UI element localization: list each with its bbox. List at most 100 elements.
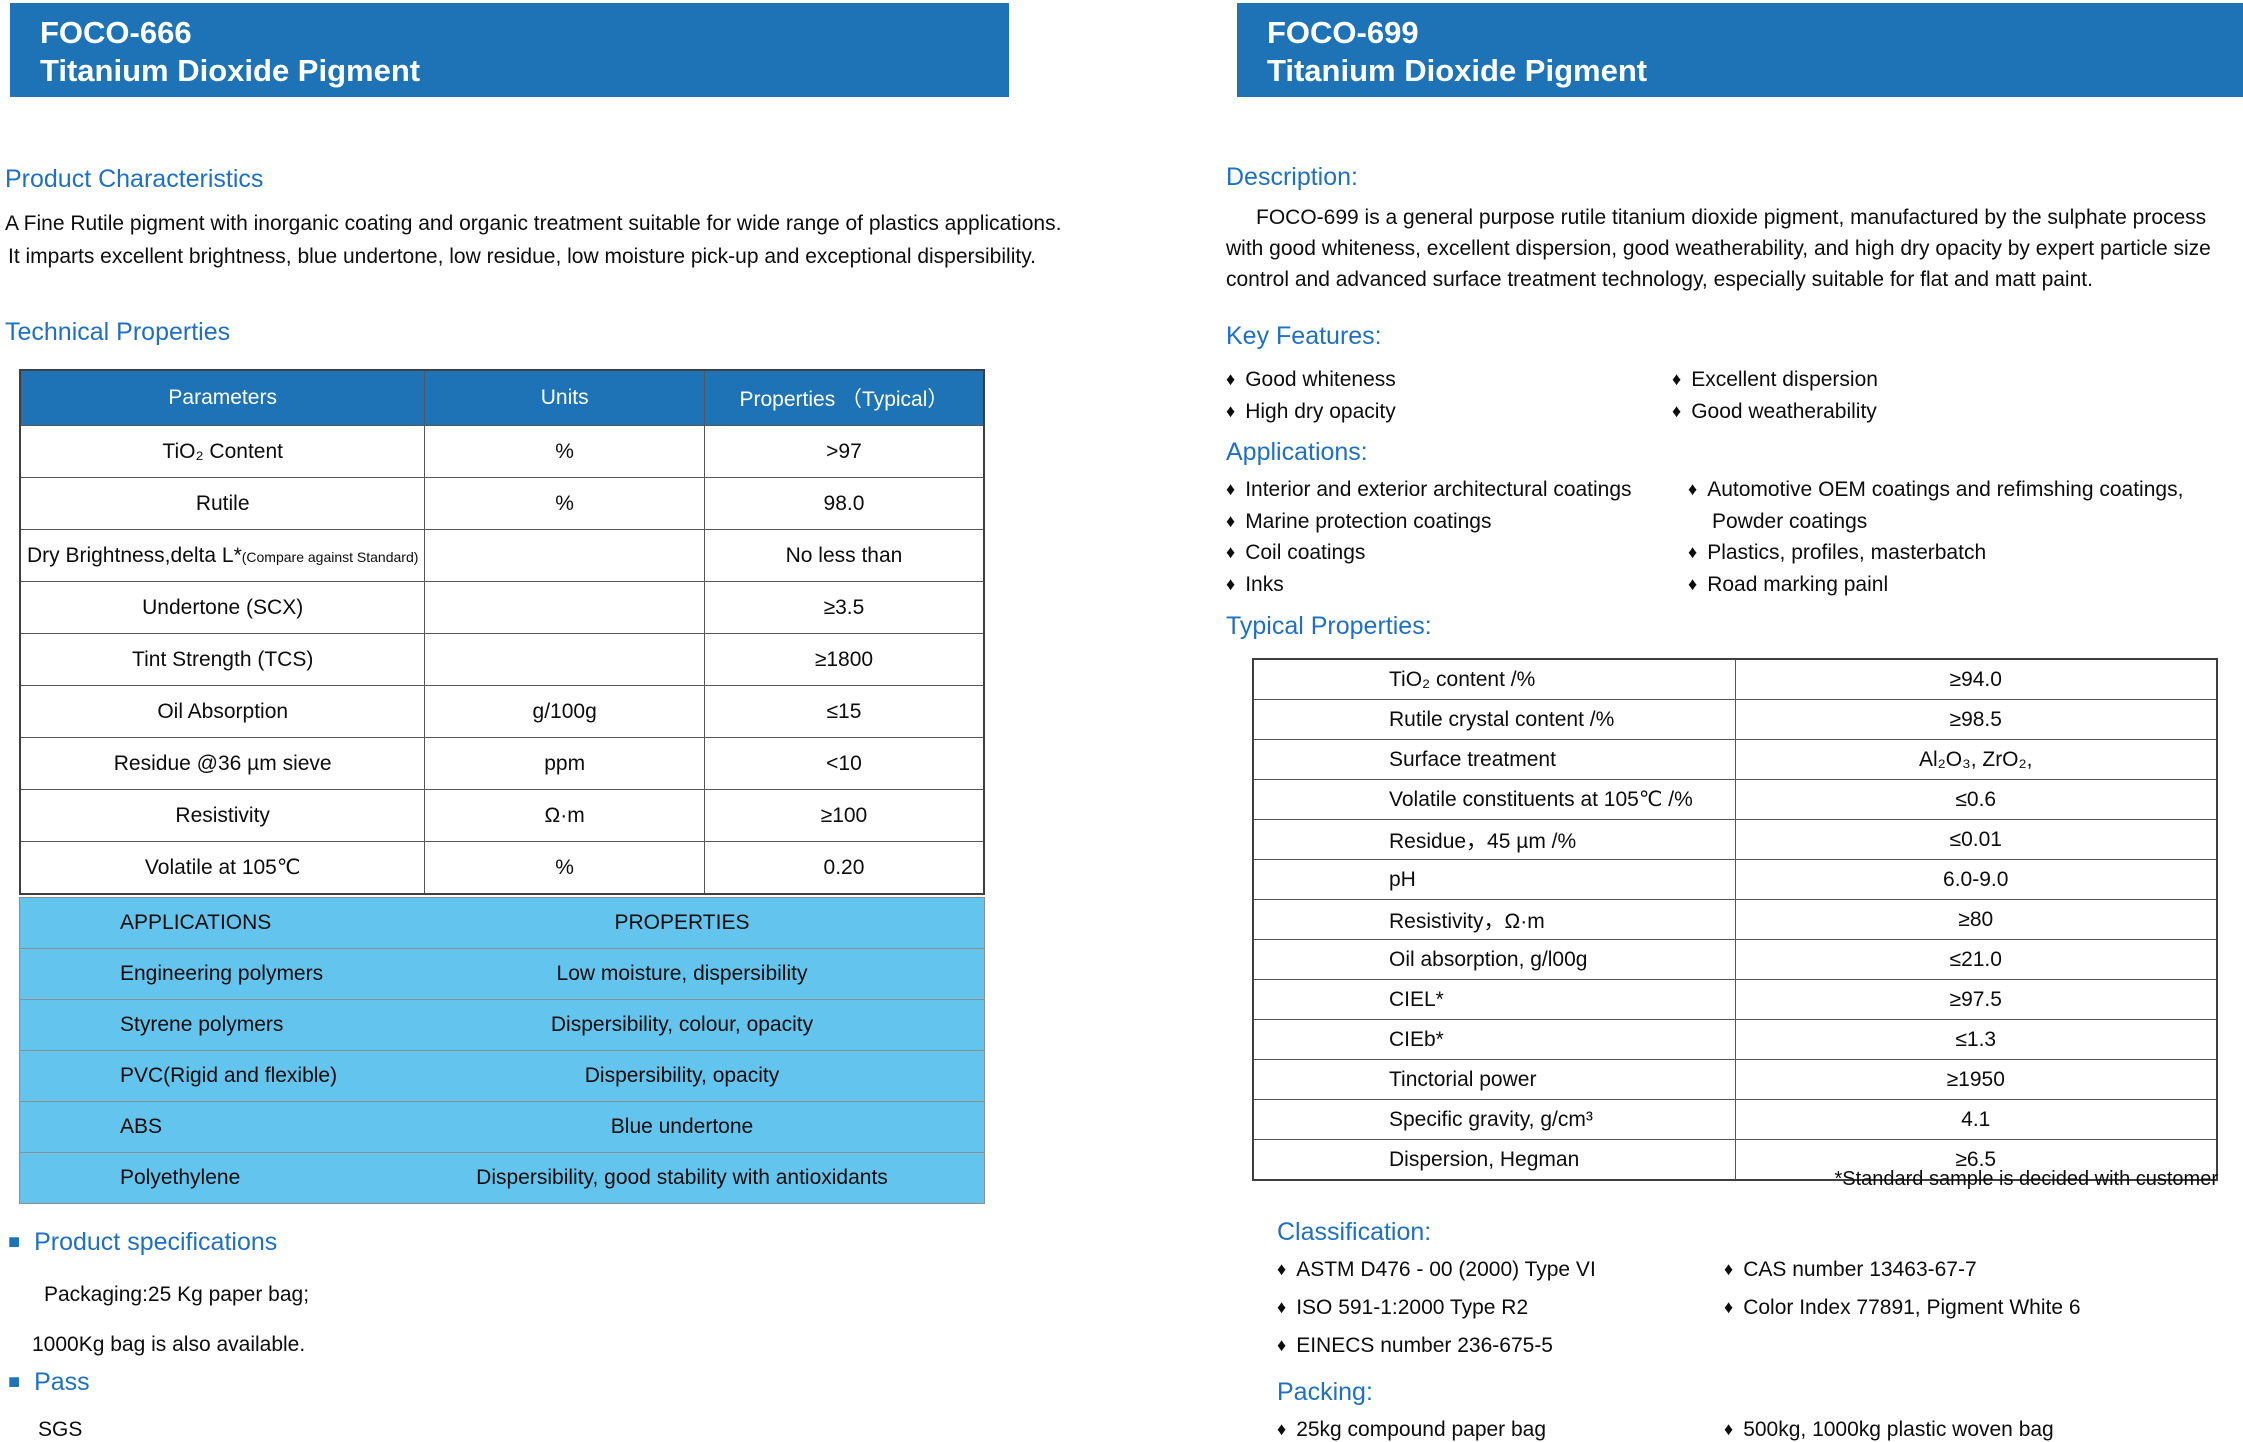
- property-name: CIEb*: [1252, 1019, 1736, 1060]
- property-value: ≥6.5: [1734, 1139, 2218, 1181]
- parameter-name: Tint Strength (TCS): [132, 647, 314, 671]
- diamond-bullet-icon: ♦: [1226, 369, 1236, 389]
- key-feature-item: ♦ High dry opacity: [1226, 400, 1396, 424]
- diamond-bullet-icon: ♦: [1226, 574, 1236, 594]
- pass-label: Pass: [34, 1368, 90, 1396]
- property-name: TiO₂ content /%: [1252, 658, 1736, 700]
- column-header-properties: PROPERTIES: [614, 911, 750, 934]
- parameter-value: 98.0: [703, 477, 985, 530]
- table-header-row: APPLICATIONS PROPERTIES: [20, 898, 984, 949]
- property-name: CIEL*: [1252, 979, 1736, 1020]
- parameter-unit: [424, 529, 705, 582]
- application-item: ♦ Road marking painl: [1688, 573, 1888, 597]
- packing-label: 25kg compound paper bag: [1296, 1418, 1547, 1441]
- product-specifications-label: Product specifications: [34, 1228, 278, 1256]
- parameter-unit: g/100g: [424, 685, 705, 738]
- left-product-header: FOCO-666 Titanium Dioxide Pigment: [10, 3, 1009, 97]
- property-value: ≤0.6: [1734, 779, 2218, 820]
- description-line: control and advanced surface treatment t…: [1226, 268, 2093, 291]
- application-item: ♦ Automotive OEM coatings and refimshing …: [1688, 478, 2183, 502]
- left-product-name: FOCO-666: [40, 15, 192, 50]
- application-properties: Low moisture, dispersibility: [556, 962, 808, 985]
- pass-value: SGS: [38, 1418, 83, 1441]
- table-row: Oil absorption, g/l00g ≤21.0: [1252, 939, 2218, 980]
- classification-item: ♦ CAS number 13463-67-7: [1724, 1258, 1977, 1282]
- diamond-bullet-icon: ♦: [1672, 369, 1682, 389]
- application-item: ♦ Plastics, profiles, masterbatch: [1688, 541, 1986, 565]
- property-name: Volatile constituents at 105℃ /%: [1252, 779, 1736, 820]
- property-value: ≥1950: [1734, 1059, 2218, 1100]
- application-name: Engineering polymers: [120, 962, 324, 985]
- square-bullet-icon: ■: [8, 1371, 21, 1393]
- property-name: Tinctorial power: [1252, 1059, 1736, 1100]
- table-row: Dry Brightness,delta L*(Compare against …: [19, 529, 985, 582]
- application-name: PVC(Rigid and flexible): [120, 1064, 338, 1087]
- square-bullet-icon: ■: [8, 1231, 21, 1253]
- table-row: TiO₂ Content % >97: [19, 425, 985, 478]
- diamond-bullet-icon: ♦: [1688, 542, 1698, 562]
- diamond-bullet-icon: ♦: [1226, 511, 1236, 531]
- product-specifications-heading: ■ Product specifications: [8, 1228, 277, 1257]
- applications-heading: Applications:: [1226, 438, 1368, 466]
- property-value: ≤0.01: [1734, 819, 2218, 860]
- diamond-bullet-icon: ♦: [1277, 1335, 1287, 1355]
- parameter-unit: [424, 581, 705, 634]
- key-feature-label: Good whiteness: [1245, 368, 1396, 391]
- parameter-value: No less than: [703, 529, 985, 582]
- diamond-bullet-icon: ♦: [1688, 479, 1698, 499]
- table-row: Tinctorial power ≥1950: [1252, 1059, 2218, 1100]
- property-value: ≥94.0: [1734, 658, 2218, 700]
- key-feature-label: Excellent dispersion: [1691, 368, 1878, 391]
- property-value: ≤1.3: [1734, 1019, 2218, 1060]
- key-feature-item: ♦ Excellent dispersion: [1672, 368, 1878, 392]
- packing-item: ♦ 500kg, 1000kg plastic woven bag: [1724, 1418, 2054, 1442]
- application-name: Styrene polymers: [120, 1013, 284, 1036]
- application-name: ABS: [120, 1115, 163, 1138]
- property-name: pH: [1252, 859, 1736, 900]
- diamond-bullet-icon: ♦: [1226, 479, 1236, 499]
- table-row: Specific gravity, g/cm³ 4.1: [1252, 1099, 2218, 1140]
- table-row: Residue，45 µm /% ≤0.01: [1252, 819, 2218, 860]
- classification-item: ♦ ASTM D476 - 00 (2000) Type VI: [1277, 1258, 1596, 1282]
- table-footnote: *Standard sample is decided with custome…: [1834, 1168, 2218, 1190]
- property-name: Surface treatment: [1252, 739, 1736, 780]
- application-properties: Dispersibility, colour, opacity: [550, 1013, 814, 1036]
- property-value: 4.1: [1734, 1099, 2218, 1140]
- packaging-line: Packaging:25 Kg paper bag;: [44, 1283, 310, 1306]
- table-row: Dispersion, Hegman ≥6.5: [1252, 1139, 2218, 1181]
- column-header-applications: APPLICATIONS: [120, 911, 272, 934]
- key-feature-label: Good weatherability: [1691, 400, 1877, 423]
- property-value: ≥97.5: [1734, 979, 2218, 1020]
- parameter-value: ≥3.5: [703, 581, 985, 634]
- table-row: PVC(Rigid and flexible) Dispersibility, …: [20, 1051, 984, 1102]
- parameter-unit: ppm: [424, 737, 705, 790]
- table-row: Resistivity Ω·m ≥100: [19, 789, 985, 842]
- column-header-units: Units: [424, 369, 705, 426]
- applications-properties-table: APPLICATIONS PROPERTIES Engineering poly…: [19, 897, 985, 1204]
- property-value: ≥80: [1734, 899, 2218, 940]
- application-item: ♦ Interior and exterior architectural coa…: [1226, 478, 1632, 502]
- table-row: Engineering polymers Low moisture, dispe…: [20, 949, 984, 1000]
- table-row: Styrene polymers Dispersibility, colour,…: [20, 1000, 984, 1051]
- key-feature-item: ♦ Good whiteness: [1226, 368, 1396, 392]
- parameter-value: ≥1800: [703, 633, 985, 686]
- diamond-bullet-icon: ♦: [1724, 1419, 1734, 1439]
- parameter-unit: %: [424, 477, 705, 530]
- classification-heading: Classification:: [1277, 1218, 1432, 1246]
- table-row: Undertone (SCX) ≥3.5: [19, 581, 985, 634]
- parameter-name: Dry Brightness,delta L*: [26, 543, 242, 567]
- application-label: Road marking painl: [1707, 573, 1889, 596]
- parameter-name: Oil Absorption: [157, 699, 289, 723]
- parameter-name: Rutile: [195, 491, 250, 515]
- table-header-row: Parameters Units Properties （Typical）: [19, 369, 985, 426]
- application-item: ♦ Marine protection coatings: [1226, 510, 1492, 534]
- application-label: Interior and exterior architectural coat…: [1245, 478, 1632, 501]
- table-row: Volatile at 105℃ % 0.20: [19, 841, 985, 895]
- diamond-bullet-icon: ♦: [1277, 1297, 1287, 1317]
- application-label: Marine protection coatings: [1245, 510, 1492, 533]
- product-characteristics-heading: Product Characteristics: [5, 165, 264, 193]
- table-row: Polyethylene Dispersibility, good stabil…: [20, 1153, 984, 1203]
- characteristics-line: A Fine Rutile pigment with inorganic coa…: [5, 212, 1062, 235]
- property-name: Rutile crystal content /%: [1252, 699, 1736, 740]
- column-header-properties: Properties （Typical）: [703, 369, 985, 426]
